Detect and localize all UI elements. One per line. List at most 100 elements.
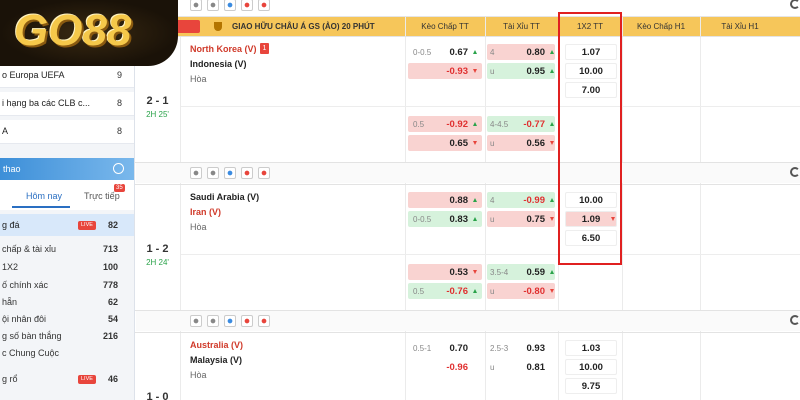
odds-cell	[565, 359, 617, 375]
column-header: Kèo Chấp H1	[636, 22, 686, 31]
odds-value[interactable]: 9.75	[581, 381, 601, 392]
odds-value[interactable]: 0.70	[449, 343, 469, 354]
sidebar-row	[0, 120, 134, 144]
odds-line: 0.5	[413, 287, 425, 296]
sidebar-item[interactable]: g số bàn thắng	[2, 331, 62, 341]
odds-cell	[565, 63, 617, 79]
row-icon[interactable]	[241, 167, 253, 179]
refresh-icon[interactable]	[790, 315, 800, 325]
odds-value[interactable]: -0.96	[446, 362, 468, 373]
odds-line: 0-0.5	[413, 215, 432, 224]
arrow-down	[550, 141, 554, 145]
odds-value[interactable]: 0.93	[526, 343, 546, 354]
row-icon[interactable]	[207, 167, 219, 179]
odds-line: u	[490, 139, 495, 148]
team-name: Saudi Arabia (V)	[190, 192, 260, 202]
column-header: Kèo Chấp TT	[421, 22, 469, 31]
arrow-up	[473, 198, 477, 202]
row-icon[interactable]	[224, 315, 236, 327]
tabs-bg	[0, 180, 134, 210]
column-divider	[485, 17, 486, 400]
column-divider	[622, 17, 623, 400]
odds-value[interactable]: 1.09	[581, 214, 601, 225]
arrow-up	[550, 69, 554, 73]
sidebar-item[interactable]: ố chính xác	[2, 280, 49, 290]
sidebar-label[interactable]: o Europa UEFA	[2, 70, 65, 80]
row-icon[interactable]	[258, 315, 270, 327]
odds-value[interactable]: 1.07	[581, 47, 601, 58]
odds-value[interactable]: 0.65	[449, 138, 469, 149]
odds-line: u	[490, 363, 495, 372]
row-icon[interactable]	[190, 167, 202, 179]
sidebar-label[interactable]: A	[2, 126, 9, 136]
odds-value[interactable]: 10.00	[579, 195, 603, 206]
sidebar-label[interactable]: i hạng ba các CLB c...	[2, 98, 91, 108]
sidebar-count: 778	[102, 280, 118, 290]
odds-line: 4-4.5	[490, 120, 509, 129]
odds-line: 0-0.5	[413, 48, 432, 57]
section-title: thao	[3, 164, 21, 174]
arrow-up	[550, 270, 554, 274]
odds-value[interactable]: -0.92	[446, 119, 468, 130]
logo-bg	[0, 0, 178, 66]
odds-line: 4	[490, 48, 495, 57]
sidebar-item[interactable]: c Chung Cuộc	[2, 348, 60, 358]
top-strip	[135, 0, 800, 17]
odds-cell	[565, 44, 617, 60]
column-divider	[180, 36, 181, 400]
odds-value[interactable]: 0.56	[526, 138, 546, 149]
team-name: Indonesia (V)	[190, 59, 247, 69]
odds-value[interactable]: -0.80	[523, 286, 545, 297]
sidebar-item[interactable]: g đá	[2, 220, 20, 230]
refresh-icon[interactable]	[790, 0, 800, 9]
odds-line: 3.5-4	[490, 268, 509, 277]
arrow-up	[473, 122, 477, 126]
odds-value[interactable]: -0.76	[446, 286, 468, 297]
odds-cell	[487, 211, 555, 227]
sidebar-item[interactable]: ội nhân đôi	[2, 314, 47, 324]
arrow-down	[550, 289, 554, 293]
odds-value[interactable]: 0.67	[449, 47, 469, 58]
odds-value[interactable]: 6.50	[581, 233, 601, 244]
row-icon[interactable]	[258, 167, 270, 179]
sidebar-item[interactable]: g rổ	[2, 374, 18, 384]
row-icon[interactable]	[224, 167, 236, 179]
odds-value[interactable]: 0.59	[526, 267, 546, 278]
odds-value[interactable]: 0.88	[449, 195, 469, 206]
collapse-icon[interactable]	[113, 163, 124, 174]
match-time: 2H 25'	[146, 110, 169, 119]
odds-value[interactable]: 1.03	[581, 343, 601, 354]
odds-value[interactable]: 0.83	[449, 214, 469, 225]
tab[interactable]: Trực tiếp	[84, 191, 120, 201]
refresh-icon[interactable]	[790, 167, 800, 177]
odds-value[interactable]: 0.95	[526, 66, 546, 77]
odds-value[interactable]: 0.53	[449, 267, 469, 278]
sidebar-count: 54	[107, 314, 118, 324]
sidebar-item[interactable]: 1X2	[2, 262, 19, 272]
odds-value[interactable]: 10.00	[579, 362, 603, 373]
odds-value[interactable]: 7.00	[581, 85, 601, 96]
odds-value[interactable]: -0.99	[523, 195, 545, 206]
top-icon[interactable]	[258, 0, 270, 11]
score: 2 - 1	[146, 95, 169, 107]
arrow-down	[550, 217, 554, 221]
tab[interactable]: Hôm nay	[26, 191, 63, 201]
odds-value[interactable]: 0.80	[526, 47, 546, 58]
row-icon[interactable]	[190, 315, 202, 327]
top-icon[interactable]	[224, 0, 236, 11]
odds-cell	[408, 63, 482, 79]
top-icon[interactable]	[190, 0, 202, 11]
top-icon[interactable]	[207, 0, 219, 11]
arrow-down	[473, 270, 477, 274]
odds-value[interactable]: 10.00	[579, 66, 603, 77]
row-icon[interactable]	[207, 315, 219, 327]
odds-value[interactable]: 0.81	[526, 362, 546, 373]
row-icon[interactable]	[241, 315, 253, 327]
sidebar-item[interactable]: hẵn	[2, 297, 18, 307]
sidebar-row	[0, 92, 134, 116]
odds-value[interactable]: 0.75	[526, 214, 546, 225]
top-icon[interactable]	[241, 0, 253, 11]
odds-value[interactable]: -0.93	[446, 66, 468, 77]
odds-value[interactable]: -0.77	[523, 119, 545, 130]
sidebar-item[interactable]: chấp & tài xỉu	[2, 244, 57, 254]
